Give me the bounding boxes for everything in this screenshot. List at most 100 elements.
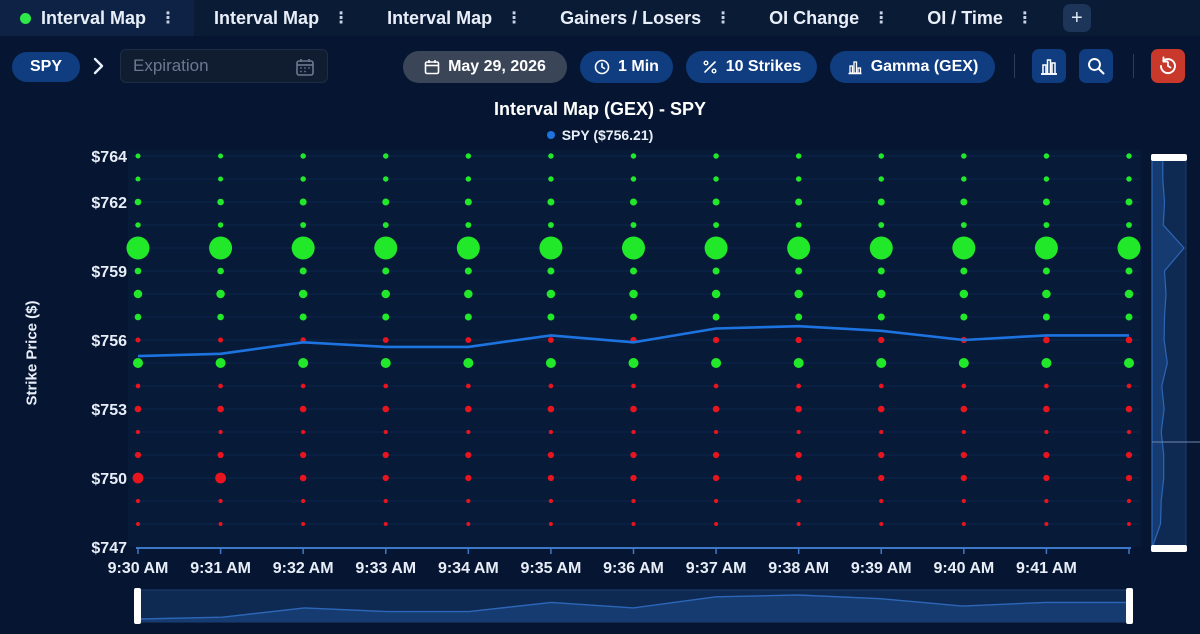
gex-dot bbox=[218, 337, 224, 343]
tab-interval-map-1[interactable]: Interval Map ⋮ bbox=[0, 0, 195, 36]
gex-dot bbox=[960, 451, 967, 459]
gex-dot bbox=[298, 357, 309, 369]
gex-dot bbox=[1125, 451, 1133, 459]
gex-dot bbox=[1126, 383, 1132, 389]
gex-dot bbox=[629, 289, 638, 299]
x-tick-label: 9:36 AM bbox=[603, 560, 664, 577]
add-tab-button[interactable]: + bbox=[1062, 4, 1091, 32]
gex-dot bbox=[301, 522, 306, 526]
tab-label: Interval Map bbox=[387, 7, 493, 28]
tab-menu-icon[interactable]: ⋮ bbox=[1016, 10, 1033, 27]
gex-dot bbox=[548, 176, 554, 182]
x-range-handle-left bbox=[134, 588, 141, 624]
tab-label: Interval Map bbox=[214, 7, 320, 28]
gex-dot bbox=[465, 451, 472, 459]
tab-label: Gainers / Losers bbox=[560, 7, 702, 28]
gex-dot bbox=[548, 522, 553, 526]
gex-dot bbox=[135, 176, 141, 182]
gex-dot bbox=[877, 313, 885, 321]
gex-dot bbox=[1126, 153, 1132, 159]
gex-dot bbox=[961, 522, 966, 526]
gex-dot bbox=[712, 313, 720, 321]
gex-dot bbox=[464, 313, 472, 321]
tab-interval-map-3[interactable]: Interval Map ⋮ bbox=[367, 0, 540, 36]
gex-dot bbox=[795, 405, 802, 413]
chart-legend[interactable]: SPY ($756.21) bbox=[0, 127, 1200, 143]
calendar-icon bbox=[424, 60, 440, 75]
gex-dot bbox=[713, 222, 720, 228]
tab-menu-icon[interactable]: ⋮ bbox=[160, 10, 177, 27]
gex-dot bbox=[135, 337, 141, 343]
gex-dot bbox=[380, 357, 391, 369]
date-button[interactable]: May 29, 2026 bbox=[403, 51, 567, 83]
x-tick-label: 9:33 AM bbox=[355, 560, 416, 577]
gex-dot bbox=[1043, 222, 1050, 228]
gex-dot bbox=[547, 451, 555, 459]
symbol-button[interactable]: SPY bbox=[12, 52, 80, 82]
gex-dot bbox=[1117, 236, 1141, 260]
tab-label: OI / Time bbox=[927, 7, 1003, 28]
gex-dot bbox=[217, 313, 224, 321]
gex-dot bbox=[952, 236, 976, 260]
gex-dot bbox=[382, 313, 390, 321]
gex-dot bbox=[466, 429, 471, 435]
tab-interval-map-2[interactable]: Interval Map ⋮ bbox=[194, 0, 367, 36]
gex-dot bbox=[218, 498, 223, 504]
gex-dot bbox=[381, 289, 391, 299]
gex-dot bbox=[1044, 383, 1049, 389]
gex-dot bbox=[464, 289, 473, 299]
y-tick-label: $759 bbox=[91, 264, 127, 281]
gex-dot bbox=[548, 383, 554, 389]
tab-oi-time[interactable]: OI / Time ⋮ bbox=[907, 0, 1051, 36]
tab-gainers-losers[interactable]: Gainers / Losers ⋮ bbox=[540, 0, 749, 36]
legend-entry-spy: SPY ($756.21) bbox=[561, 127, 654, 143]
tab-menu-icon[interactable]: ⋮ bbox=[873, 10, 890, 27]
zoom-button[interactable] bbox=[1079, 49, 1113, 83]
gex-dot bbox=[961, 176, 967, 182]
magnifier-icon bbox=[1088, 58, 1105, 75]
expiration-input[interactable]: Expiration bbox=[120, 49, 328, 83]
tab-oi-change[interactable]: OI Change ⋮ bbox=[749, 0, 907, 36]
x-tick-label: 9:32 AM bbox=[273, 560, 334, 577]
reset-button[interactable] bbox=[1151, 49, 1185, 83]
gex-dot bbox=[960, 222, 967, 228]
gex-dot bbox=[218, 429, 223, 435]
gex-dot bbox=[547, 337, 554, 343]
gex-dot bbox=[547, 267, 555, 275]
tab-menu-icon[interactable]: ⋮ bbox=[333, 10, 350, 27]
spy-price-line bbox=[137, 324, 1129, 358]
gex-dot bbox=[465, 222, 472, 228]
tab-menu-icon[interactable]: ⋮ bbox=[715, 10, 732, 27]
gex-dot bbox=[961, 153, 967, 159]
chart-type-button[interactable] bbox=[1032, 49, 1066, 83]
gex-dot bbox=[630, 222, 637, 228]
gex-dot bbox=[134, 313, 142, 321]
percent-icon bbox=[703, 60, 717, 74]
gex-dot bbox=[712, 474, 720, 482]
gex-dot bbox=[622, 236, 645, 260]
gex-dot bbox=[787, 236, 811, 260]
gex-dot bbox=[1043, 336, 1050, 344]
gex-dot bbox=[631, 383, 636, 389]
gex-dot bbox=[464, 267, 472, 275]
metric-button[interactable]: Gamma (GEX) bbox=[830, 51, 995, 83]
gex-dot bbox=[795, 267, 803, 275]
gex-dot bbox=[713, 498, 719, 504]
gex-dot bbox=[217, 405, 224, 413]
gex-dot bbox=[796, 522, 801, 526]
gex-dot bbox=[466, 522, 471, 526]
gex-dot bbox=[300, 429, 306, 435]
gex-dot bbox=[135, 429, 141, 435]
interval-button[interactable]: 1 Min bbox=[580, 51, 673, 83]
gex-dot bbox=[218, 153, 224, 159]
gex-dot bbox=[547, 222, 554, 228]
gex-dot bbox=[383, 383, 389, 389]
tab-menu-icon[interactable]: ⋮ bbox=[506, 10, 523, 27]
gex-dot bbox=[216, 289, 225, 299]
strikes-button[interactable]: 10 Strikes bbox=[686, 51, 817, 83]
gex-dot bbox=[878, 153, 884, 159]
gex-dot bbox=[960, 198, 968, 206]
tab-label: Interval Map bbox=[41, 7, 147, 28]
y-tick-label: $764 bbox=[91, 149, 127, 166]
